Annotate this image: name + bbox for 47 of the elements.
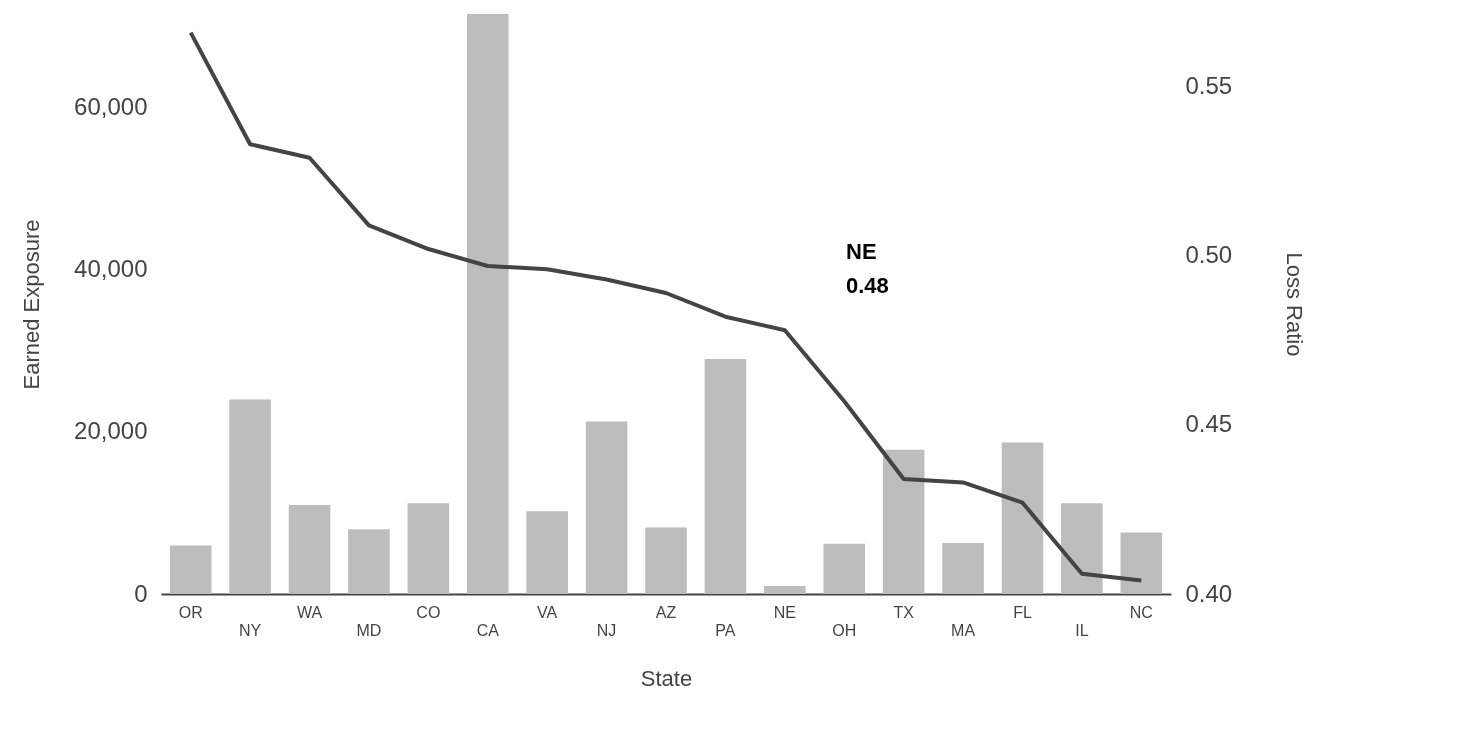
- x-tick-label: VA: [537, 603, 558, 621]
- y2-tick-label: 0.55: [1185, 72, 1233, 100]
- x-tick-label: CO: [416, 603, 441, 621]
- bar: [764, 585, 806, 594]
- bar: [288, 504, 331, 594]
- y-tick-label: 0: [134, 579, 148, 607]
- y2-tick-label: 0.50: [1185, 241, 1233, 269]
- x-tick-label: AZ: [655, 603, 677, 621]
- bar: [823, 543, 866, 594]
- annotation: NE 0.48: [846, 239, 889, 298]
- x-tick-label: NE: [773, 603, 796, 621]
- bar: [348, 529, 390, 594]
- bar: [1061, 503, 1103, 594]
- y-axis-title: Earned Exposure: [19, 219, 45, 390]
- x-tick-label: CA: [476, 621, 500, 639]
- x-tick-label: OR: [178, 603, 203, 621]
- bar: [169, 545, 212, 594]
- x-tick-label: NJ: [596, 621, 617, 639]
- y-tick-label: 60,000: [74, 93, 148, 121]
- x-tick-label: MD: [356, 621, 382, 639]
- bar: [882, 449, 925, 594]
- y2-tick-label: 0.40: [1185, 579, 1233, 607]
- y2-axis-title: Loss Ratio: [1282, 252, 1308, 357]
- x-tick-label: NY: [239, 621, 262, 639]
- x-tick-label: IL: [1075, 621, 1089, 639]
- x-tick-label: WA: [296, 603, 323, 621]
- line-series: [188, 30, 1144, 583]
- x-axis-title: State: [640, 665, 693, 691]
- bar: [1001, 442, 1044, 594]
- bar: [526, 511, 568, 594]
- bar: [229, 399, 271, 594]
- bar: [407, 503, 450, 594]
- bar: [1120, 532, 1163, 594]
- y-tick-label: 40,000: [74, 255, 148, 283]
- x-tick-label: PA: [715, 621, 736, 639]
- bar: [645, 527, 687, 594]
- bar: [466, 14, 509, 594]
- y-tick-label: 20,000: [74, 417, 148, 445]
- x-tick-label: OH: [832, 621, 857, 639]
- bar: [585, 421, 628, 594]
- y2-tick-label: 0.45: [1185, 410, 1233, 438]
- x-tick-label: TX: [893, 603, 915, 621]
- x-tick-label: MA: [951, 621, 976, 639]
- x-tick-label: FL: [1013, 603, 1032, 621]
- bar: [942, 542, 984, 594]
- x-tick-label: NC: [1129, 603, 1153, 621]
- bar: [704, 359, 747, 594]
